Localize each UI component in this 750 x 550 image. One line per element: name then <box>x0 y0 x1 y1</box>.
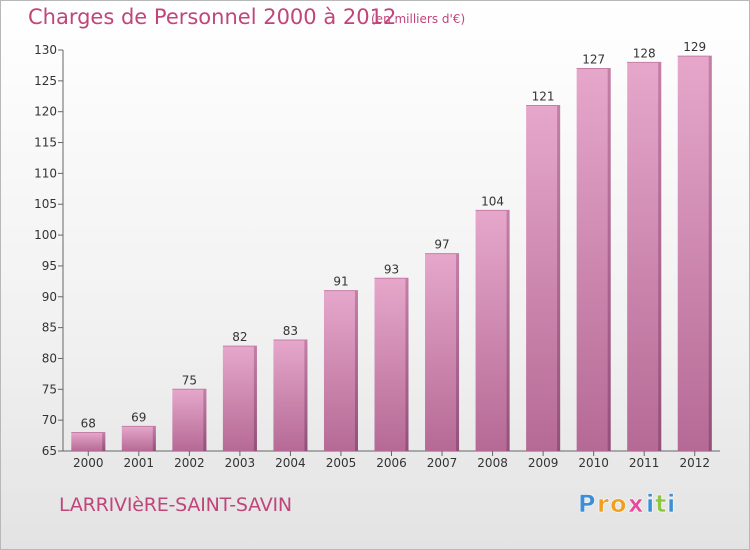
y-tick-label: 100 <box>34 228 57 242</box>
bar-shade <box>405 278 409 451</box>
bar <box>323 290 358 451</box>
bar <box>71 432 106 451</box>
x-tick-label: 2003 <box>225 456 256 470</box>
logo-letter: P <box>578 490 596 518</box>
bar <box>273 339 308 451</box>
bar-value-label: 83 <box>283 324 298 338</box>
bar <box>526 105 561 452</box>
y-tick-label: 95 <box>42 259 57 273</box>
bar-shade <box>354 290 358 451</box>
bar <box>121 426 156 451</box>
bar <box>172 389 207 451</box>
bar <box>222 346 257 451</box>
x-tick-label: 2008 <box>477 456 508 470</box>
chart-subtitle: (en milliers d'€) <box>371 12 466 26</box>
bar-shade <box>253 346 257 451</box>
y-tick-label: 90 <box>42 290 57 304</box>
x-tick-label: 2010 <box>578 456 609 470</box>
x-tick-label: 2011 <box>629 456 660 470</box>
bar-shade <box>506 210 510 451</box>
x-tick-label: 2002 <box>174 456 205 470</box>
y-tick-label: 75 <box>42 382 57 396</box>
bar-value-label: 75 <box>182 373 197 387</box>
logo-letter: x <box>628 490 644 518</box>
bar <box>677 56 712 452</box>
logo-letter: i <box>646 490 654 518</box>
y-tick-label: 80 <box>42 351 57 365</box>
y-tick-label: 110 <box>34 166 57 180</box>
bar-value-label: 82 <box>232 330 247 344</box>
y-tick-label: 65 <box>42 444 57 458</box>
bar-shade <box>557 105 561 452</box>
x-tick-label: 2007 <box>427 456 458 470</box>
x-tick-label: 2009 <box>528 456 559 470</box>
bar-shade <box>152 426 156 451</box>
bar-value-label: 127 <box>582 53 605 67</box>
logo-letter: t <box>655 490 666 518</box>
y-tick-label: 125 <box>34 74 57 88</box>
y-tick-label: 115 <box>34 136 57 150</box>
y-tick-label: 120 <box>34 105 57 119</box>
y-tick-label: 85 <box>42 321 57 335</box>
bar-value-label: 69 <box>131 410 146 424</box>
bar <box>576 68 611 451</box>
bar-value-label: 121 <box>532 90 555 104</box>
bar-shade <box>456 253 460 451</box>
bar-value-label: 91 <box>333 275 348 289</box>
chart-title: Charges de Personnel 2000 à 2012 <box>28 5 397 29</box>
bar <box>374 278 409 451</box>
bar-shade <box>658 62 662 451</box>
commune-name: LARRIVIèRE-SAINT-SAVIN <box>59 494 292 516</box>
bar-value-label: 128 <box>633 46 656 60</box>
x-tick-label: 2012 <box>679 456 710 470</box>
x-tick-label: 2005 <box>326 456 357 470</box>
y-tick-label: 70 <box>42 413 57 427</box>
y-tick-label: 105 <box>34 197 57 211</box>
x-tick-label: 2004 <box>275 456 306 470</box>
x-tick-label: 2001 <box>124 456 155 470</box>
bar <box>627 62 662 451</box>
logo-letter: i <box>667 490 675 518</box>
logo-letter: o <box>610 490 627 518</box>
bar-shade <box>607 68 611 451</box>
bar-shade <box>203 389 207 451</box>
bar-value-label: 104 <box>481 194 504 208</box>
bar-shade <box>304 339 308 451</box>
bar-value-label: 129 <box>683 40 706 54</box>
bar-shade <box>102 432 106 451</box>
x-tick-label: 2000 <box>73 456 104 470</box>
logo-letter: r <box>597 490 609 518</box>
bar <box>475 210 510 451</box>
bar <box>425 253 460 451</box>
bar-shade <box>708 56 712 452</box>
bar-value-label: 68 <box>81 416 96 430</box>
y-tick-label: 130 <box>34 43 57 57</box>
bar-value-label: 93 <box>384 262 399 276</box>
bar-value-label: 97 <box>434 238 449 252</box>
x-tick-label: 2006 <box>376 456 407 470</box>
